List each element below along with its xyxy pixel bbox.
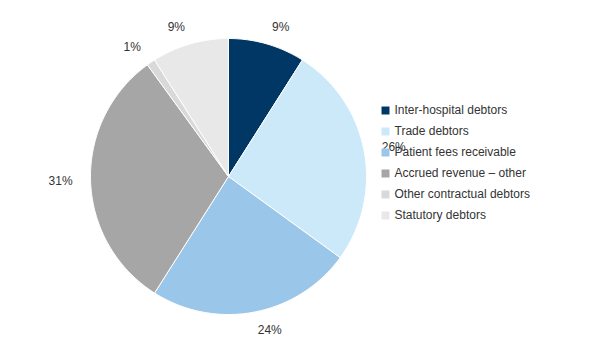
svg-text:9%: 9%	[168, 20, 186, 34]
svg-text:Patient fees receivable: Patient fees receivable	[395, 145, 517, 159]
svg-text:9%: 9%	[272, 20, 290, 34]
svg-text:Statutory debtors: Statutory debtors	[395, 208, 486, 222]
svg-text:Other contractual debtors: Other contractual debtors	[395, 187, 530, 201]
svg-text:Inter-hospital debtors: Inter-hospital debtors	[395, 103, 508, 117]
svg-text:Trade debtors: Trade debtors	[395, 124, 469, 138]
svg-text:Accrued revenue – other: Accrued revenue – other	[395, 166, 526, 180]
svg-text:31%: 31%	[49, 174, 73, 188]
svg-text:1%: 1%	[123, 40, 141, 54]
svg-text:24%: 24%	[258, 323, 282, 337]
